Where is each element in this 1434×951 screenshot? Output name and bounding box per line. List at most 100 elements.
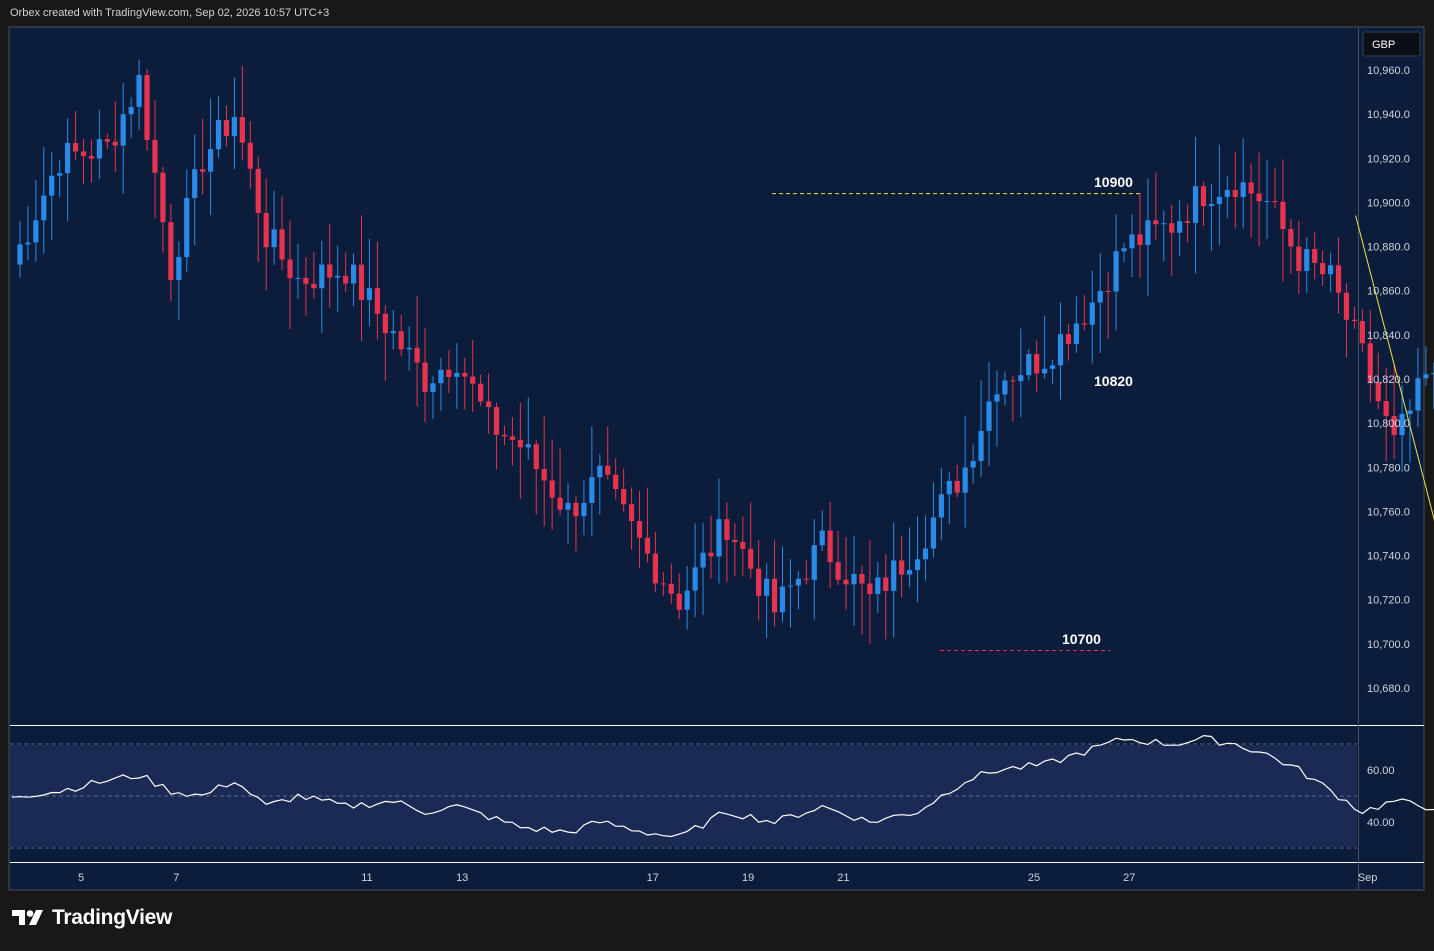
tradingview-brand[interactable]: TradingView — [12, 906, 172, 930]
candle-body — [1185, 221, 1191, 223]
candle-body — [239, 116, 245, 143]
candle-body — [311, 283, 317, 289]
candle-body — [1216, 196, 1222, 204]
candle-body — [1065, 334, 1072, 344]
candle-body — [1161, 223, 1167, 225]
candle-body — [533, 444, 539, 470]
candle-body — [732, 539, 738, 543]
price-tick-label: 10,940.0 — [1367, 109, 1410, 121]
rsi-axis-ticks: 40.00 60.00 — [1367, 765, 1395, 829]
time-tick-label: 5 — [78, 872, 84, 884]
candle-body — [390, 331, 396, 334]
candle-body — [1240, 182, 1246, 197]
candle-body — [597, 465, 603, 478]
candle-body — [263, 212, 269, 248]
candle-body — [152, 140, 158, 173]
candle-body — [1097, 290, 1103, 303]
candle-body — [1002, 380, 1008, 395]
candle-body — [565, 502, 571, 510]
time-axis-ticks: 5711131719212527Sep37911 — [78, 872, 1377, 884]
candle-body — [676, 593, 682, 610]
candle-body — [160, 172, 166, 223]
candle-body — [247, 142, 253, 169]
candle-body — [406, 347, 412, 350]
candle-body — [1431, 372, 1434, 375]
candle-body — [613, 474, 619, 489]
tradingview-wordmark: TradingView — [52, 906, 173, 929]
price-tick-label: 10,920.0 — [1367, 153, 1410, 165]
candle-body — [811, 545, 817, 580]
candle-body — [231, 116, 238, 137]
candle-body — [438, 369, 444, 384]
candle-body — [176, 256, 182, 281]
candle-body — [716, 519, 722, 557]
candle-body — [509, 436, 516, 440]
candle-body — [636, 521, 643, 538]
price-tick-label: 10,680.0 — [1367, 683, 1410, 695]
candle-body — [914, 559, 921, 571]
candle-body — [366, 288, 373, 300]
candle-body — [1327, 265, 1334, 275]
candle-body — [549, 480, 555, 498]
candle-body — [779, 586, 786, 613]
price-axis-ticks: 10,680.0 10,700.0 10,720.0 10,740.0 10,760.0… — [1367, 65, 1410, 695]
candle-body — [867, 583, 873, 595]
candle-body — [1288, 229, 1294, 247]
price-tick-label: 10,880.0 — [1367, 242, 1410, 254]
candle-body — [358, 264, 365, 300]
candle-body — [581, 502, 587, 517]
candle-body — [1105, 290, 1111, 292]
candle-body — [756, 568, 762, 596]
candle-body — [660, 583, 666, 585]
candle-body — [279, 229, 285, 260]
candle-body — [795, 578, 801, 586]
candle-body — [771, 578, 778, 613]
candle-body — [343, 275, 349, 284]
candle-body — [684, 590, 690, 610]
currency-badge[interactable]: GBP — [1362, 31, 1421, 57]
candle-body — [1010, 380, 1016, 382]
candle-body — [605, 465, 611, 475]
candle-body — [120, 114, 126, 146]
candle-body — [787, 585, 794, 587]
candle-body — [1335, 265, 1342, 293]
time-tick-label: 13 — [456, 872, 468, 884]
candle-body — [112, 141, 118, 146]
candle-body — [350, 264, 357, 284]
candle-body — [875, 577, 881, 595]
candle-body — [33, 220, 39, 243]
candle-body — [1343, 292, 1350, 320]
candle-body — [1407, 410, 1413, 415]
candle-body — [970, 461, 976, 468]
candle-body — [1351, 319, 1358, 322]
candle-body — [470, 376, 476, 384]
candle-body — [541, 469, 547, 481]
tradingview-logo-icon — [12, 910, 43, 925]
candle-body — [859, 574, 865, 584]
candle-body — [1208, 203, 1215, 207]
candle-body — [525, 444, 531, 448]
candle-body — [80, 151, 87, 156]
candle-body — [65, 143, 71, 174]
price-tick-label: 10,800.0 — [1367, 418, 1410, 430]
time-tick-label: 25 — [1028, 872, 1040, 884]
candle-body — [414, 347, 420, 363]
candle-body — [271, 229, 277, 248]
candle-body — [327, 264, 333, 278]
candle-body — [1415, 378, 1421, 411]
candle-body — [851, 574, 857, 585]
candle-body — [819, 530, 825, 546]
candle-body — [700, 552, 706, 568]
rsi-line — [11, 734, 1434, 838]
candle-body — [184, 197, 190, 257]
candle-body — [72, 143, 79, 152]
candle-body — [724, 519, 730, 540]
candle-body — [1399, 414, 1405, 436]
candle-body — [827, 530, 833, 563]
candle-body — [1089, 302, 1095, 325]
candle-body — [1248, 182, 1254, 194]
time-tick-label: 17 — [647, 872, 659, 884]
candle-body — [1153, 220, 1159, 225]
candle-body — [430, 383, 436, 392]
